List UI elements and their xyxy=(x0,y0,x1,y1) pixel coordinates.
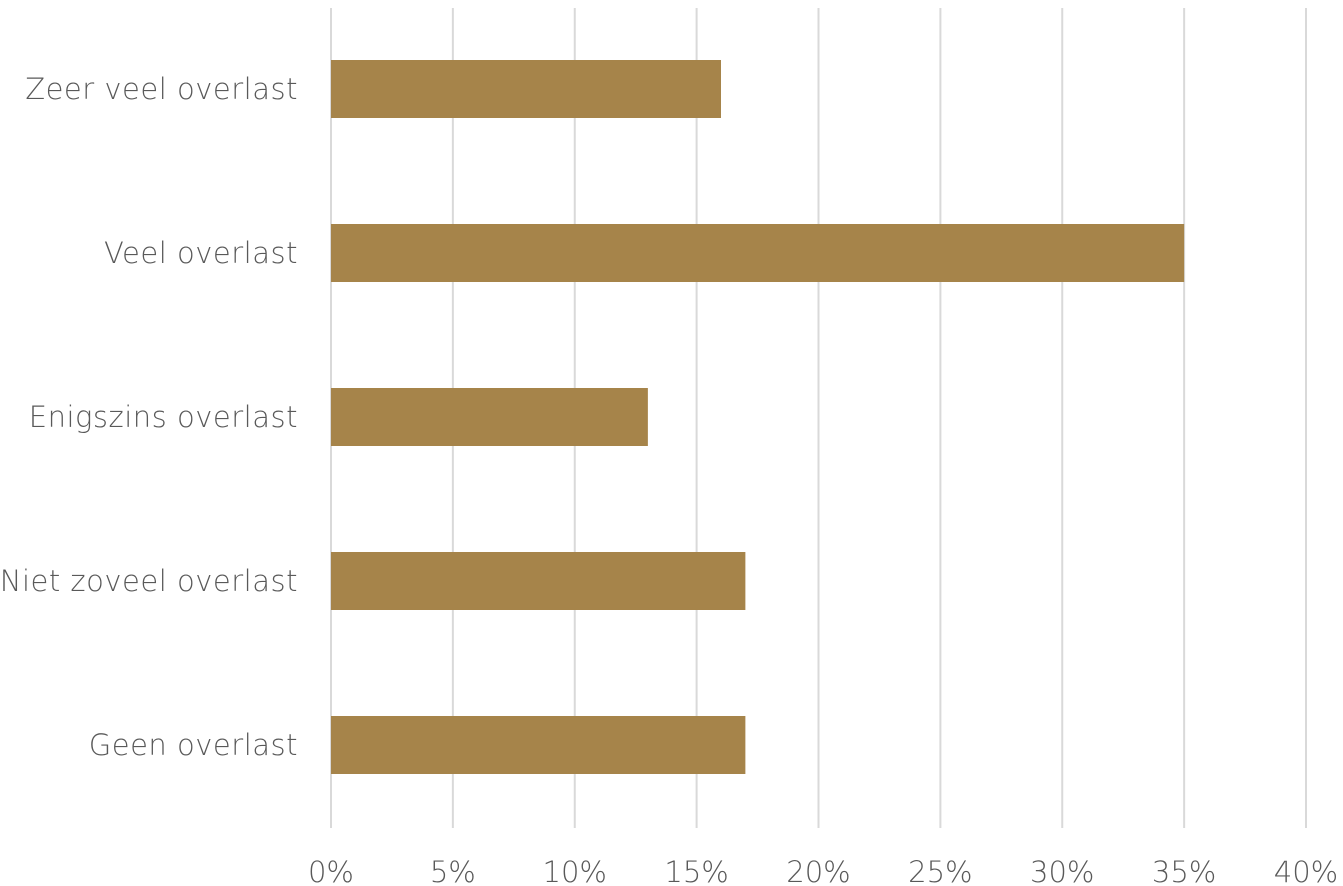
category-label: Niet zoveel overlast xyxy=(0,564,298,598)
x-tick-label: 5% xyxy=(430,855,476,886)
category-label: Geen overlast xyxy=(89,728,298,762)
category-label: Enigszins overlast xyxy=(29,400,298,434)
category-label: Veel overlast xyxy=(104,236,298,270)
category-labels: Zeer veel overlast Veel overlast Enigszins… xyxy=(0,72,298,762)
x-tick-label: 15% xyxy=(664,855,728,886)
bar xyxy=(331,60,721,118)
x-tick-label: 40% xyxy=(1274,855,1338,886)
gridlines xyxy=(330,8,1307,828)
x-tick-label: 30% xyxy=(1030,855,1094,886)
category-label: Zeer veel overlast xyxy=(25,72,298,106)
x-tick-label: 25% xyxy=(908,855,972,886)
bar xyxy=(331,224,1185,282)
bar xyxy=(331,552,746,610)
bars xyxy=(331,60,1185,774)
x-tick-label: 35% xyxy=(1152,855,1216,886)
x-tick-label: 10% xyxy=(543,855,607,886)
x-tick-label: 20% xyxy=(786,855,850,886)
x-axis-tick-labels: 0% 5% 10% 15% 20% 25% 30% 35% 40% xyxy=(308,855,1338,886)
bar xyxy=(331,716,746,774)
bar xyxy=(331,388,648,446)
x-tick-label: 0% xyxy=(308,855,354,886)
